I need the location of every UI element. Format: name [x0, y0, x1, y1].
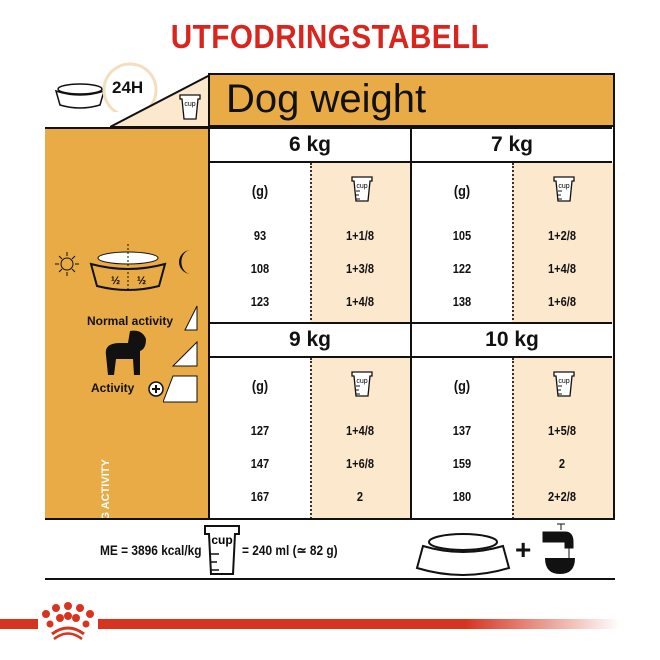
cups-value: 1+4/8 — [548, 261, 576, 276]
grams-value: 167 — [250, 489, 270, 504]
grams-header: (g) — [453, 378, 471, 395]
clock-icon — [102, 62, 158, 112]
cups-value: 1+1/8 — [346, 228, 374, 243]
measuring-cup-icon: cup — [553, 176, 575, 202]
grams-value: 147 — [250, 456, 270, 471]
measuring-cup-icon: cup — [351, 371, 373, 397]
moon-icon — [179, 250, 191, 274]
weight-body: (g) cup 93 1+1/8 108 1+3/8 123 1+4/8 — [210, 163, 412, 324]
table-border — [613, 73, 615, 520]
weight-block: 6 kg (g) cup 93 1+1/8 108 1+3/8 123 1+4/8 — [208, 127, 412, 324]
day-night-bowl-icon: ½ ½ — [55, 244, 191, 291]
cups-value: 1+5/8 — [548, 423, 576, 438]
weight-header: 7 kg — [412, 127, 612, 163]
cups-value: 1+6/8 — [548, 294, 576, 309]
grams-value: 93 — [253, 228, 267, 243]
food-bowl-icon — [415, 533, 511, 576]
weight-block: 9 kg (g) cup 127 1+4/8 147 1+6/8 167 2 — [208, 322, 412, 519]
cups-value: 1+2/8 — [548, 228, 576, 243]
grams-value: 127 — [250, 423, 270, 438]
sun-icon — [55, 252, 79, 276]
grams-value: 108 — [250, 261, 270, 276]
cups-value: 2 — [356, 489, 364, 504]
svg-text:cup: cup — [558, 378, 569, 385]
measuring-cup-icon: cup — [351, 176, 373, 202]
cups-value: 1+4/8 — [346, 423, 374, 438]
weight-block: 7 kg (g) cup 105 1+2/8 122 1+4/8 138 1+6/8 — [410, 127, 614, 324]
water-tap-icon — [542, 523, 575, 574]
dog-icon — [105, 330, 146, 375]
grams-value: 123 — [250, 294, 270, 309]
activity-level-triangles — [163, 305, 198, 403]
grams-value: 105 — [452, 228, 472, 243]
grams-value: 138 — [452, 294, 472, 309]
weight-body: (g) cup 105 1+2/8 122 1+4/8 138 1+6/8 — [412, 163, 614, 324]
svg-text:cup: cup — [356, 378, 367, 385]
cup-equivalence: = 240 ml (≃ 82 g) — [242, 542, 338, 558]
weight-block: 10 kg (g) cup 137 1+5/8 159 2 180 2+2/8 — [410, 322, 614, 519]
measuring-cup-icon: cup — [553, 371, 575, 397]
cups-value: 2 — [558, 456, 566, 471]
weight-body: (g) cup 127 1+4/8 147 1+6/8 167 2 — [210, 358, 412, 519]
grams-header: (g) — [453, 183, 471, 200]
cups-value: 1+6/8 — [346, 456, 374, 471]
grams-value: 122 — [452, 261, 472, 276]
grams-header: (g) — [251, 378, 269, 395]
weight-header: 10 kg — [412, 322, 612, 358]
cups-value: 2+2/8 — [548, 489, 576, 504]
footer-info: ME = 3896 kcal/kg cup = 240 ml (≃ 82 g) … — [45, 518, 615, 580]
svg-text:cup: cup — [558, 183, 569, 190]
svg-text:cup: cup — [356, 183, 367, 190]
weight-body: (g) cup 137 1+5/8 159 2 180 2+2/8 — [412, 358, 614, 519]
dog-weight-header: Dog weight — [208, 73, 615, 127]
plus-circle-icon — [148, 381, 164, 397]
royal-canin-crown-logo — [38, 600, 98, 642]
svg-text:cup: cup — [184, 101, 195, 108]
cups-value: 1+4/8 — [346, 294, 374, 309]
weight-header: 6 kg — [210, 127, 410, 163]
grams-value: 180 — [452, 489, 472, 504]
measuring-cup-icon: cup — [179, 94, 201, 120]
measuring-cup-icon: cup — [204, 525, 240, 575]
weight-header: 9 kg — [210, 322, 410, 358]
dog-weight-label: Dog weight — [226, 77, 427, 121]
energy-value: ME = 3896 kcal/kg — [100, 542, 202, 558]
activity-label: Activity — [91, 381, 135, 395]
period-label: 24H — [112, 78, 144, 97]
grams-value: 159 — [452, 456, 472, 471]
svg-text:½: ½ — [111, 275, 120, 287]
grams-value: 137 — [452, 423, 472, 438]
plus-sign: + — [515, 534, 532, 565]
cups-value: 1+3/8 — [346, 261, 374, 276]
grams-header: (g) — [251, 183, 269, 200]
normal-activity-label: Normal activity — [87, 314, 174, 328]
page-title: UTFODRINGSTABELL — [170, 18, 490, 55]
svg-text:cup: cup — [211, 533, 232, 547]
activity-panel: ½ ½ Normal activity Activity DOG ACTIVIT… — [45, 127, 208, 537]
brand-bar — [0, 619, 620, 629]
food-bowl-icon — [54, 83, 106, 109]
svg-text:½: ½ — [137, 275, 146, 287]
